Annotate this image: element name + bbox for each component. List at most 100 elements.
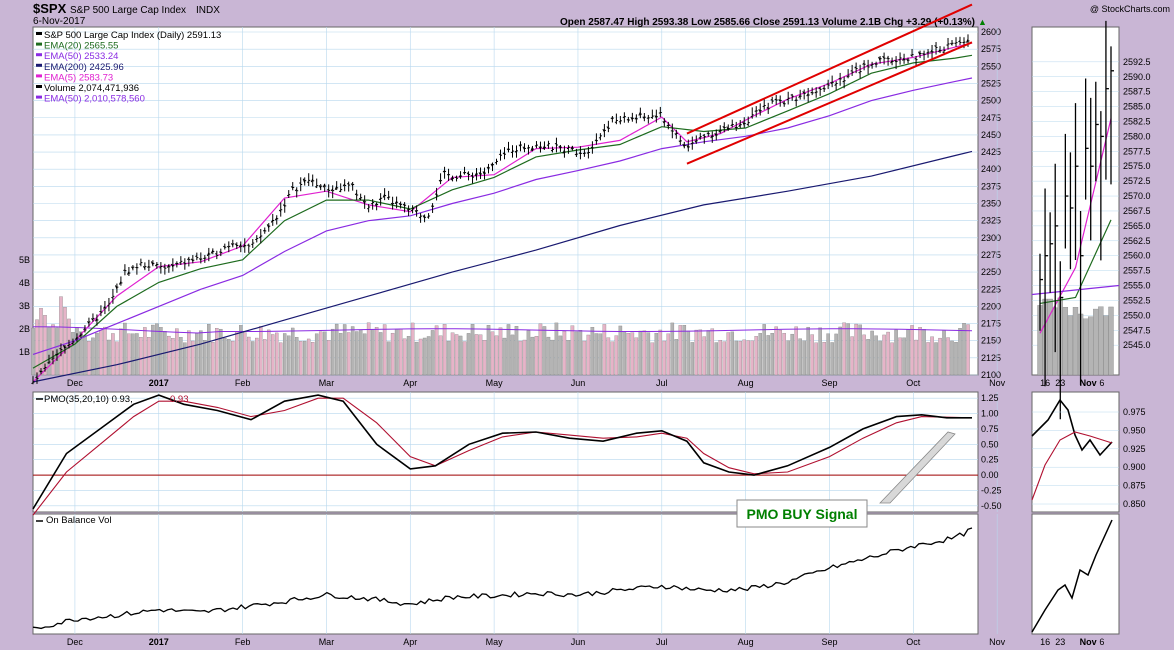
volume-bar	[498, 327, 503, 376]
volume-bar	[506, 324, 511, 376]
x-tick-label: Sep	[821, 378, 837, 388]
volume-bar	[330, 328, 335, 376]
channel-line-upper	[686, 3, 973, 135]
volume-bar	[930, 336, 934, 376]
volume-bar	[650, 342, 655, 376]
volume-bar	[662, 340, 667, 376]
volume-bar	[462, 341, 467, 376]
ohlc-open-tick	[694, 140, 697, 143]
ohlc-open-tick	[410, 209, 413, 212]
x-tick-label-bottom: Aug	[738, 637, 754, 647]
ohlc-open-tick	[474, 172, 477, 177]
volume-bar	[502, 337, 507, 376]
quote-up-arrow: ▲	[978, 17, 987, 27]
volume-bar	[410, 322, 415, 376]
volume-bar	[698, 329, 703, 376]
volume-bar	[634, 337, 639, 376]
zoom-x-tick-label: 23	[1055, 378, 1065, 388]
zoom-tick-label: 2590.0	[1123, 72, 1151, 82]
x-tick-label: Feb	[235, 378, 251, 388]
volume-bar	[518, 340, 523, 376]
volume-bar	[370, 329, 375, 376]
volume-bar	[798, 338, 802, 376]
volume-bar	[159, 327, 163, 376]
ohlc-open-tick	[910, 54, 913, 57]
volume-bar	[466, 333, 471, 376]
ohlc-open-tick	[926, 52, 929, 54]
ohlc-open-tick	[210, 249, 214, 254]
volume-bar	[622, 331, 627, 376]
zoom-tick-label: 2567.5	[1123, 206, 1151, 216]
price-tick-label: 2325	[981, 216, 1001, 226]
volume-bar	[386, 341, 391, 376]
volume-bar	[414, 341, 419, 376]
ohlc-open-tick	[83, 328, 86, 331]
pmo-tick-label: 0.25	[981, 455, 999, 465]
volume-bar	[674, 339, 679, 376]
ohlc-open-tick	[123, 269, 126, 271]
volume-bar	[450, 332, 455, 376]
exchange-label: INDX	[196, 5, 220, 16]
volume-bar	[418, 338, 423, 376]
zoom-tick-label: 2577.5	[1123, 146, 1151, 156]
volume-bar	[510, 334, 515, 376]
volume-bar	[358, 329, 363, 376]
volume-bar	[239, 325, 243, 376]
volume-bar	[654, 333, 659, 376]
volume-bar	[51, 324, 55, 376]
volume-bar	[766, 335, 770, 376]
volume-bar	[586, 334, 591, 376]
volume-bar	[103, 326, 107, 376]
volume-bar	[223, 337, 227, 376]
volume-bar	[538, 323, 543, 376]
zoom-x-tick-label-bottom: 23	[1055, 637, 1065, 647]
ohlc-open-tick	[175, 262, 178, 265]
volume-bar	[139, 337, 143, 376]
ohlc-open-tick	[126, 271, 130, 275]
volume-bar	[598, 333, 603, 376]
volume-bar	[494, 335, 499, 376]
x-tick-label-bottom: Nov	[989, 637, 1006, 647]
legend-vol-ema50: EMA(50) 2,010,578,560	[44, 94, 145, 105]
price-tick-label: 2225	[981, 284, 1001, 294]
volume-bar	[750, 340, 754, 376]
index-name: S&P 500 Large Cap Index	[70, 5, 186, 16]
volume-bar	[203, 340, 207, 376]
volume-bar	[282, 333, 287, 376]
volume-bar	[910, 325, 914, 376]
volume-bar	[882, 334, 886, 376]
zoom-ema5-line	[1039, 118, 1112, 334]
volume-bar	[950, 340, 954, 376]
zoom-x-tick-label-bottom: 6	[1099, 637, 1104, 647]
ohlc-open-tick	[854, 66, 857, 69]
ohlc-open-tick	[39, 370, 42, 373]
ohlc-open-tick	[414, 210, 418, 213]
pmo-buy-signal-annotation: PMO BUY Signal	[747, 506, 858, 522]
volume-bar	[862, 334, 866, 376]
zoom-tick-label: 2560.0	[1123, 251, 1151, 261]
ohlc-open-tick	[426, 216, 429, 218]
ohlc-open-tick	[402, 203, 405, 206]
ohlc-open-tick	[822, 87, 825, 90]
ohlc-open-tick	[258, 236, 262, 239]
volume-bar	[802, 340, 806, 376]
pmo-tick-label: 0.75	[981, 424, 999, 434]
legend-ema200: EMA(200) 2425.96	[44, 62, 124, 73]
ema-line-ema200	[32, 150, 973, 383]
ohlc-open-tick	[154, 263, 158, 267]
price-tick-label: 2475	[981, 113, 1001, 123]
volume-bar	[686, 330, 691, 376]
volume-bar	[199, 330, 203, 376]
ohlc-open-tick	[263, 229, 265, 232]
chart-date: 6-Nov-2017	[33, 16, 86, 27]
ohlc-open-tick	[270, 219, 274, 223]
price-tick-label: 2350	[981, 199, 1001, 209]
ohlc-open-tick	[802, 91, 805, 94]
ohlc-open-tick	[546, 144, 549, 146]
volume-bar	[259, 326, 263, 376]
volume-bar	[602, 324, 607, 376]
volume-bar	[814, 342, 818, 376]
volume-bar	[542, 326, 547, 376]
x-tick-label-bottom: Feb	[235, 637, 251, 647]
ohlc-open-tick	[130, 266, 134, 270]
